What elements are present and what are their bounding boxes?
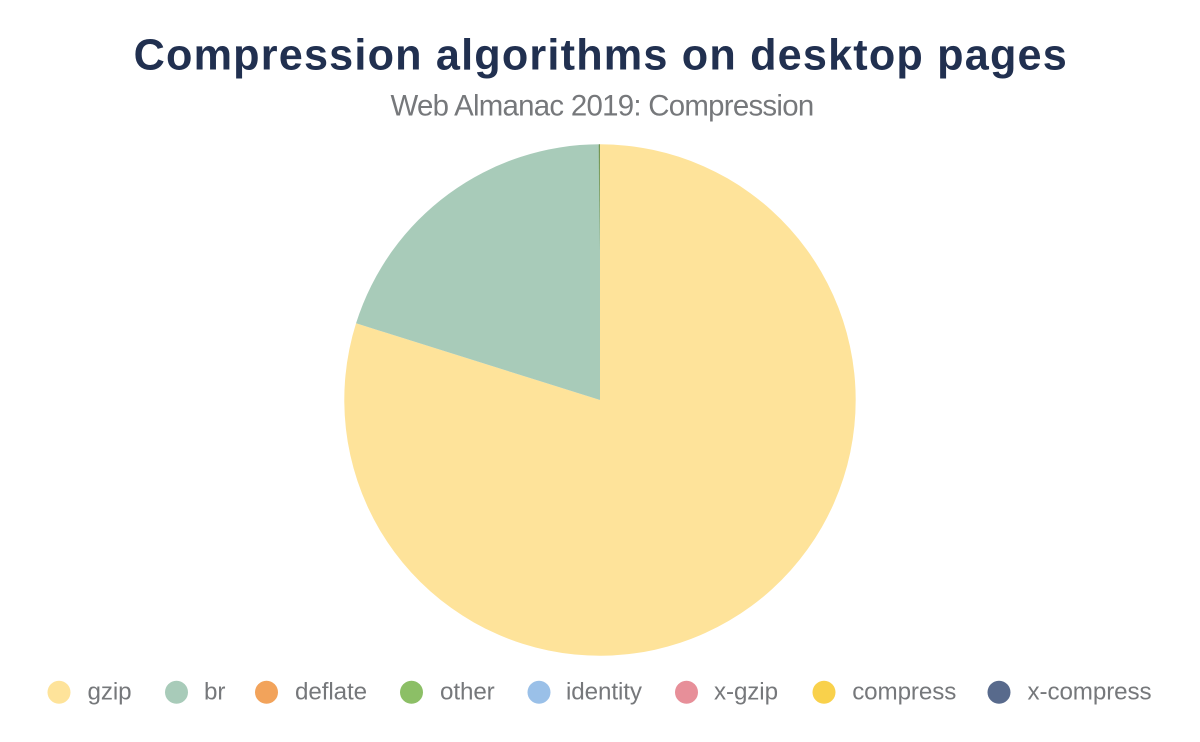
svg-text:x-gzip: x-gzip	[714, 678, 778, 705]
svg-text:Compression algorithms on desk: Compression algorithms on desktop pages	[134, 31, 1068, 79]
svg-text:identity: identity	[566, 678, 643, 705]
svg-text:gzip: gzip	[88, 678, 132, 705]
svg-text:br: br	[204, 678, 225, 705]
svg-text:x-compress: x-compress	[1028, 678, 1152, 705]
svg-text:Web Almanac 2019: Compression: Web Almanac 2019: Compression	[391, 89, 814, 122]
svg-text:deflate: deflate	[295, 678, 367, 705]
svg-text:other: other	[440, 678, 495, 705]
svg-text:compress: compress	[852, 678, 956, 705]
